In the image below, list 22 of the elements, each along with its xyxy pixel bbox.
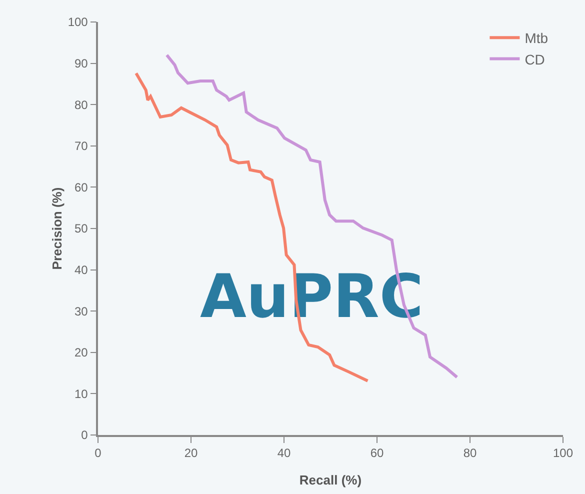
x-tick-label: 20 [184,446,198,460]
y-tick-label: 30 [74,304,88,318]
y-tick-label: 20 [74,346,88,360]
y-tick-label: 0 [81,428,88,442]
x-tick-label: 80 [463,446,477,460]
y-tick-label: 50 [74,222,88,236]
y-tick-label: 40 [74,263,88,277]
y-tick-label: 90 [74,56,88,70]
x-tick-label: 40 [277,446,291,460]
line-series [165,54,458,379]
y-tick-label: 100 [68,15,88,30]
legend-label: Mtb [524,30,548,46]
x-tick-label: 0 [94,446,102,460]
x-tick-label: 60 [370,446,384,460]
x-axis-title: Recall (%) [299,472,362,488]
y-tick-label: 60 [74,180,88,194]
y-tick-label: 70 [74,139,88,154]
y-axis-title: Precision (%) [50,187,64,270]
y-tick-label: 80 [74,98,88,112]
legend-label: CD [524,51,545,68]
x-tick-label: 100 [552,446,574,460]
y-tick-label: 10 [74,386,88,401]
